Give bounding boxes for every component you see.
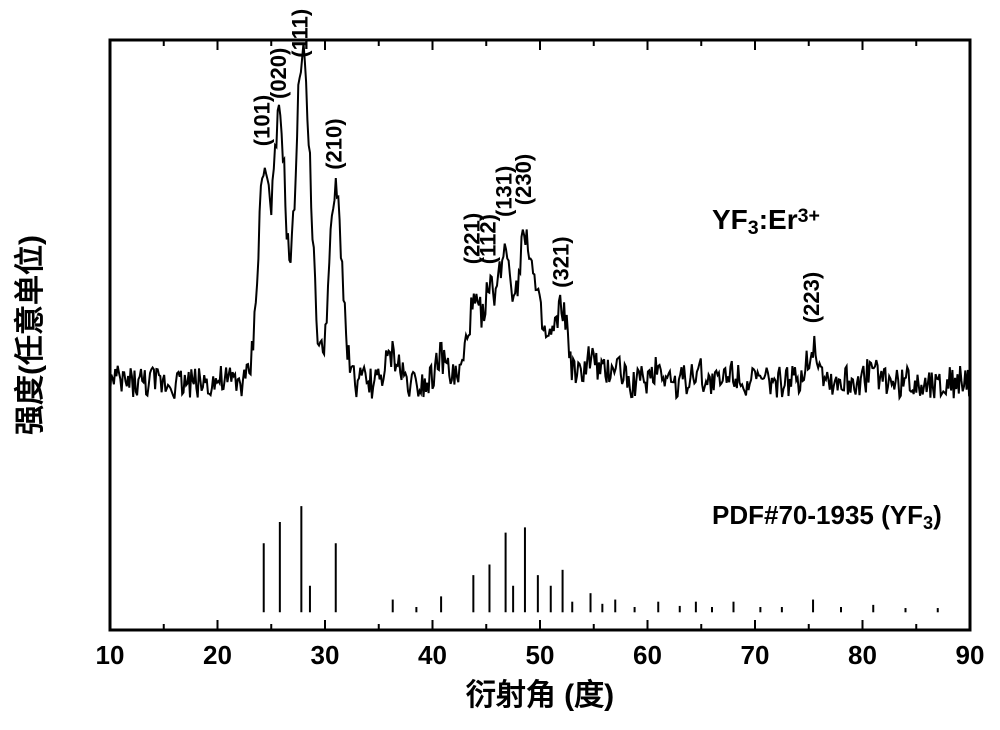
peak-label: (112): [475, 214, 500, 264]
x-tick-label: 10: [96, 640, 125, 670]
x-tick-label: 30: [311, 640, 340, 670]
x-tick-label: 90: [956, 640, 985, 670]
x-tick-label: 40: [418, 640, 447, 670]
peak-label: (230): [511, 154, 536, 205]
peak-label: (111): [287, 9, 312, 58]
peak-label: (223): [799, 272, 824, 323]
peak-label: (321): [549, 236, 574, 287]
peak-label: (210): [322, 118, 347, 169]
x-axis-label: 衍射角 (度): [466, 679, 614, 712]
peak-label: (101): [250, 95, 275, 146]
x-tick-label: 60: [633, 640, 662, 670]
xrd-chart: 102030405060708090衍射角 (度)强度(任意单位)(101)(0…: [0, 0, 1000, 730]
x-tick-label: 70: [741, 640, 770, 670]
y-axis-label: 强度(任意单位): [13, 235, 47, 435]
x-tick-label: 50: [526, 640, 555, 670]
reference-label: PDF#70-1935 (YF3): [712, 500, 942, 533]
x-tick-label: 80: [848, 640, 877, 670]
x-tick-label: 20: [203, 640, 232, 670]
